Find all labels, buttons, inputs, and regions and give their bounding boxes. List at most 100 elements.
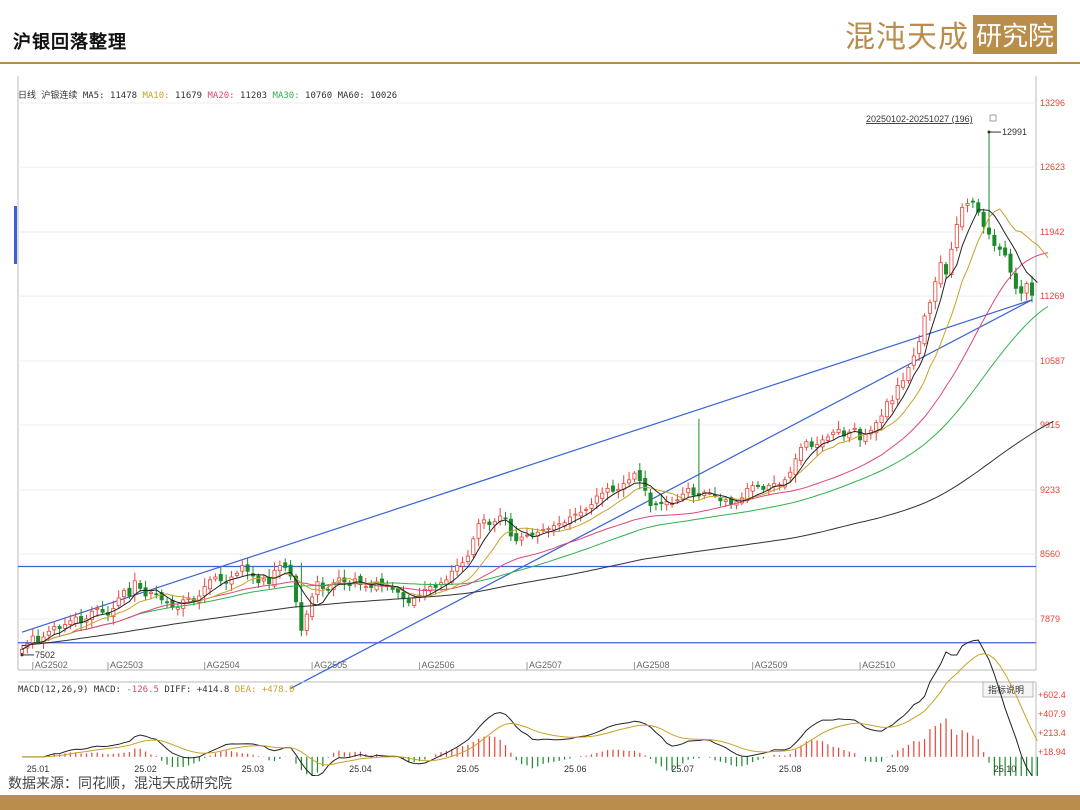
candle-body	[444, 579, 449, 585]
candle-body	[36, 635, 41, 643]
candle-body	[132, 580, 137, 595]
candle	[132, 572, 137, 603]
ma60-line	[21, 420, 1054, 647]
candle-body	[610, 485, 615, 492]
candle	[578, 505, 583, 522]
date-tick-label: 25.05	[457, 764, 480, 774]
candle-body	[508, 518, 513, 537]
candle	[1008, 248, 1013, 280]
candle-body	[213, 576, 218, 580]
candle-body	[465, 555, 470, 563]
y-tick-label: 9233	[1040, 485, 1060, 495]
macd-name: MACD:	[94, 685, 127, 695]
candle-body	[584, 508, 589, 511]
candle	[267, 569, 272, 589]
candle-body	[981, 211, 986, 227]
candle	[557, 515, 562, 533]
candle	[52, 621, 57, 635]
candle	[519, 532, 524, 546]
candle-body	[884, 401, 889, 418]
candle	[901, 372, 906, 391]
candle-body	[256, 575, 261, 584]
candle-body	[100, 608, 105, 613]
chart-area[interactable]: 13296 12623 11942 11269 10587 9915 9233 8560 787…	[0, 64, 1080, 776]
macd-panel[interactable]: MACD(12,26,9) MACD: -126.5 DIFF: +414.8 …	[18, 639, 1066, 776]
candle-body	[293, 575, 299, 603]
candle-body	[267, 577, 272, 585]
candle	[755, 481, 761, 489]
candle-body	[471, 538, 476, 555]
contract-label: AG2505	[314, 660, 347, 670]
candle	[670, 496, 675, 508]
candle	[852, 423, 857, 433]
logo-main-text: 混沌天成	[845, 20, 969, 55]
candle-body	[686, 488, 691, 494]
candle-body	[793, 458, 798, 476]
contract-label: AG2504	[207, 660, 240, 670]
candle-body	[159, 592, 164, 601]
candle-body	[363, 586, 368, 588]
candle-body	[476, 523, 481, 539]
candle	[315, 575, 320, 603]
lock-icon	[989, 114, 997, 122]
trend-line	[21, 299, 1033, 633]
candle-body	[836, 428, 841, 433]
ma-legend: 日线 沪银连续 MA5: 11478 MA10: 11679 MA20: 112…	[18, 89, 397, 101]
candle	[336, 569, 341, 585]
candle-body	[202, 586, 207, 597]
y-tick-label: 8560	[1040, 549, 1060, 559]
legend-ma20-value: 11203	[235, 91, 273, 101]
legend-instrument: 沪银连续	[41, 89, 82, 101]
date-tick-label: 25.10	[994, 764, 1017, 774]
candle-body	[863, 433, 868, 442]
candle	[895, 377, 900, 406]
kline-panel[interactable]: 13296 12623 11942 11269 10587 9915 9233 8560 787…	[14, 76, 1065, 689]
candle-body	[546, 528, 551, 531]
candle-body	[890, 400, 895, 405]
candle	[831, 429, 836, 440]
candle	[240, 560, 245, 576]
candle-body	[594, 495, 599, 504]
candle	[1003, 240, 1008, 258]
dea-name: DEA:	[235, 685, 262, 695]
candle-body	[261, 578, 266, 582]
footer-bar	[0, 795, 1080, 810]
logo-box-text: 研究院	[973, 14, 1058, 54]
candle-body	[154, 593, 159, 596]
annotation-dot	[987, 130, 991, 134]
candle-body	[315, 581, 320, 596]
candle	[562, 519, 567, 529]
indicator-help-button[interactable]: 指标说明	[982, 681, 1034, 698]
candle	[621, 475, 626, 498]
candle-body	[691, 487, 696, 496]
candle-body	[782, 479, 787, 488]
source-note: 数据来源：同花顺，混沌天成研究院	[8, 776, 232, 792]
candle	[804, 439, 809, 451]
candle	[30, 628, 35, 649]
candle	[213, 573, 218, 582]
candle-body	[116, 597, 121, 607]
candle-body	[847, 431, 852, 439]
legend-ma30-value: 10760	[300, 91, 338, 101]
candle	[933, 277, 938, 310]
candle-body	[627, 479, 632, 484]
candle	[433, 582, 438, 595]
candle-body	[240, 565, 245, 572]
candle	[127, 582, 132, 599]
candle-body	[299, 602, 304, 631]
candle	[691, 483, 696, 503]
candle	[809, 437, 814, 450]
candle	[116, 590, 121, 610]
candle	[250, 566, 256, 584]
candle-body	[949, 248, 954, 275]
date-tick-label: 25.01	[27, 764, 50, 774]
legend-period: 日线	[18, 89, 41, 101]
candle-body	[954, 224, 959, 248]
candle	[465, 550, 470, 565]
candle	[922, 313, 927, 347]
candle-body	[788, 471, 793, 478]
contract-label: AG2506	[422, 660, 455, 670]
candle	[95, 604, 100, 617]
candle-body	[992, 234, 997, 246]
candle	[584, 507, 589, 516]
